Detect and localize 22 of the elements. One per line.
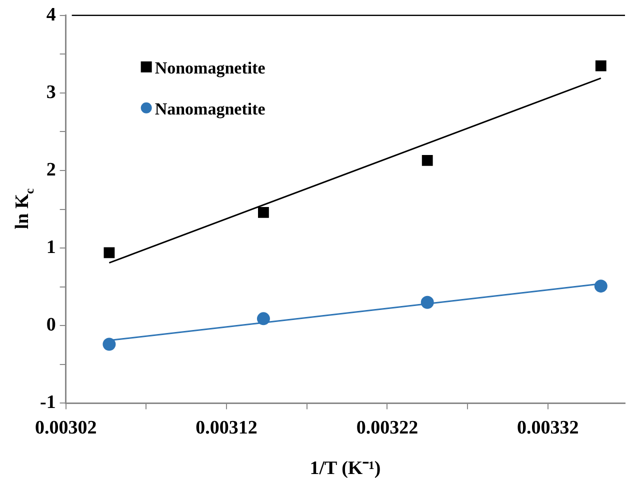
point xyxy=(422,154,433,166)
y-tick-label: 2 xyxy=(46,159,56,180)
y-axis-title: ln Kc xyxy=(12,188,37,230)
x-tick-label: 0.00322 xyxy=(356,418,418,439)
y-tick-label: -1 xyxy=(40,392,56,414)
point xyxy=(258,206,269,218)
point xyxy=(594,280,608,293)
y-tick-label: 4 xyxy=(46,4,56,26)
x-tick-label: 0.00332 xyxy=(517,418,579,439)
x-axis-title: 1/T (K⁻¹) xyxy=(310,458,381,478)
point xyxy=(102,338,116,351)
x-tick-label: 0.00302 xyxy=(34,418,97,439)
y-tick-label: 0 xyxy=(46,314,56,336)
point xyxy=(420,296,434,309)
point xyxy=(595,60,606,72)
x-tick-label: 0.00312 xyxy=(196,418,258,439)
y-tick-label: 1 xyxy=(46,236,56,258)
legend-label: Nanomagnetite xyxy=(154,99,266,118)
y-tick-label: 3 xyxy=(46,82,56,103)
point xyxy=(256,312,270,326)
legend-label: Nonomagnetite xyxy=(154,58,266,78)
point xyxy=(104,247,115,258)
